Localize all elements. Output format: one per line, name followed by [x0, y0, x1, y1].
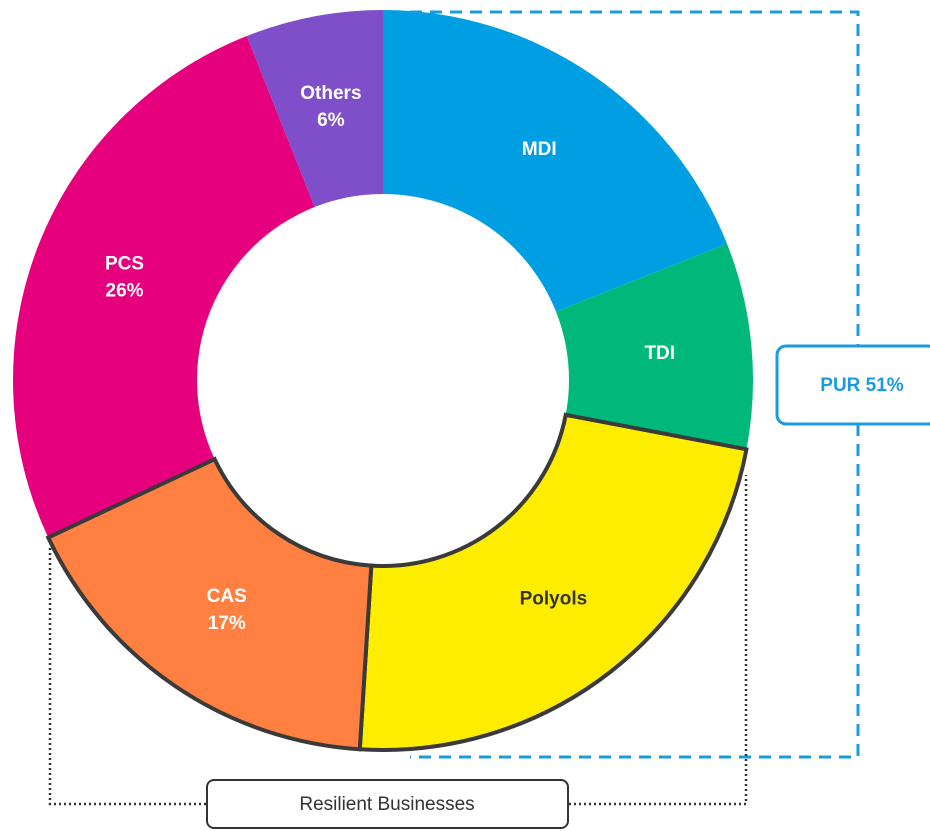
slice — [357, 412, 749, 752]
slice-label: PCS — [105, 254, 144, 275]
slice-label: Polyols — [520, 589, 588, 610]
slice-value-label: 17% — [208, 613, 246, 634]
slice-value-label: 26% — [106, 281, 144, 302]
slice-label: CAS — [207, 586, 247, 607]
slice-label: MDI — [522, 139, 557, 160]
slice — [12, 35, 315, 538]
slice-label: TDI — [644, 343, 675, 364]
slice-label: Others — [300, 83, 361, 104]
slice-value-label: 6% — [317, 110, 345, 131]
pur-label: PUR 51% — [820, 375, 904, 396]
slice — [246, 10, 383, 208]
resilient-box — [206, 779, 569, 829]
pur-box — [775, 344, 930, 426]
slice — [555, 243, 754, 450]
slices — [12, 10, 754, 752]
resilient-bracket — [48, 475, 748, 806]
slice — [383, 10, 728, 312]
slice — [45, 456, 374, 752]
resilient-label: Resilient Businesses — [299, 794, 474, 815]
